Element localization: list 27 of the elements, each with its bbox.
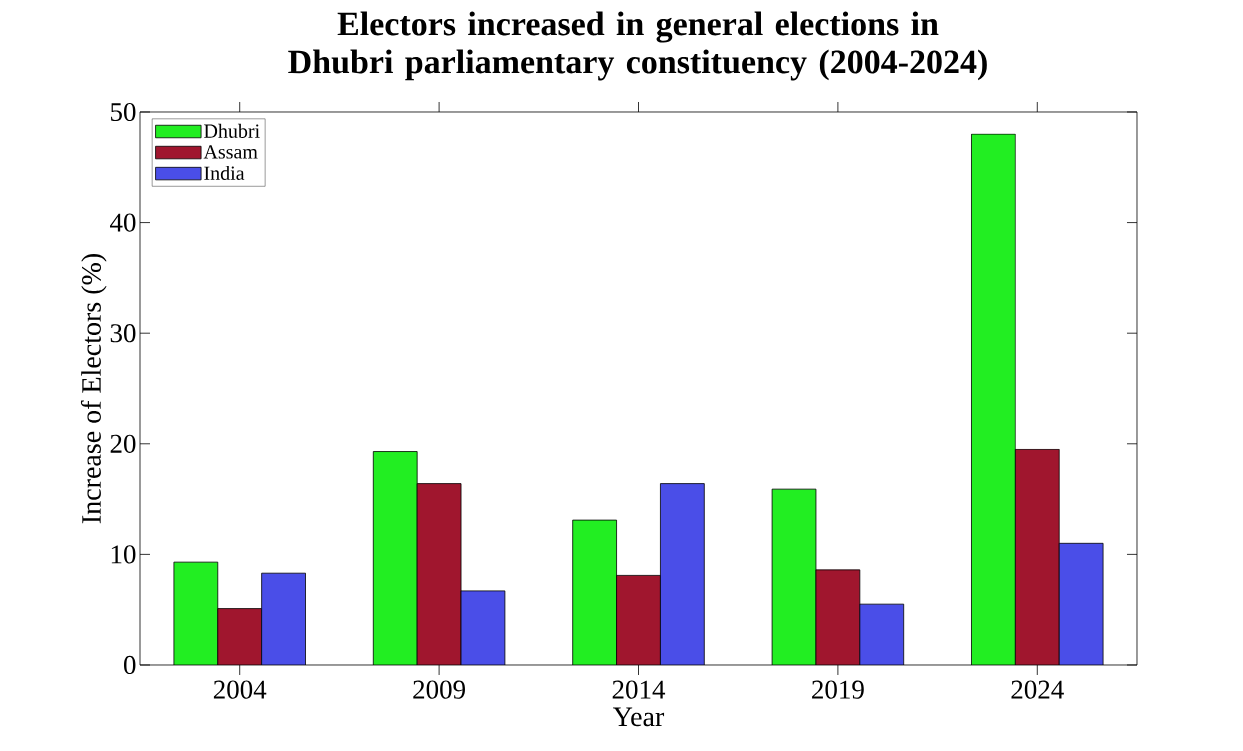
bar [1058, 542, 1104, 665]
x-tick-label: 2009 [413, 680, 465, 699]
chart-title: Electors increased in general elections in Dhubri parliamentary constituency (2004-2024) [288, 11, 987, 81]
x-tick-label: 2004 [213, 680, 267, 699]
bar [971, 133, 1016, 665]
bar [859, 603, 905, 665]
bar [261, 572, 306, 665]
legend-label: Assam [203, 145, 258, 159]
bar [173, 561, 219, 665]
bar [771, 488, 817, 665]
bar [460, 590, 506, 665]
x-tick-label: 2024 [1011, 680, 1064, 699]
x-tick-label: 2014 [612, 680, 666, 699]
y-tick-label: 40 [110, 213, 136, 232]
bar [372, 451, 418, 665]
bar [572, 519, 617, 665]
bar [660, 483, 705, 665]
y-tick-label: 10 [111, 545, 136, 564]
y-tick-label: 50 [111, 102, 136, 122]
x-tick-label: 2019 [812, 680, 864, 699]
legend-label: Dhubri [204, 123, 260, 138]
legend-label: India [204, 165, 245, 180]
y-tick-label: 30 [110, 324, 136, 343]
y-tick-label: 20 [110, 434, 136, 453]
y-axis-title: Increase of Electors (%) [80, 254, 107, 524]
x-axis-title: Year [613, 707, 665, 727]
y-tick-label: 0 [124, 655, 136, 675]
